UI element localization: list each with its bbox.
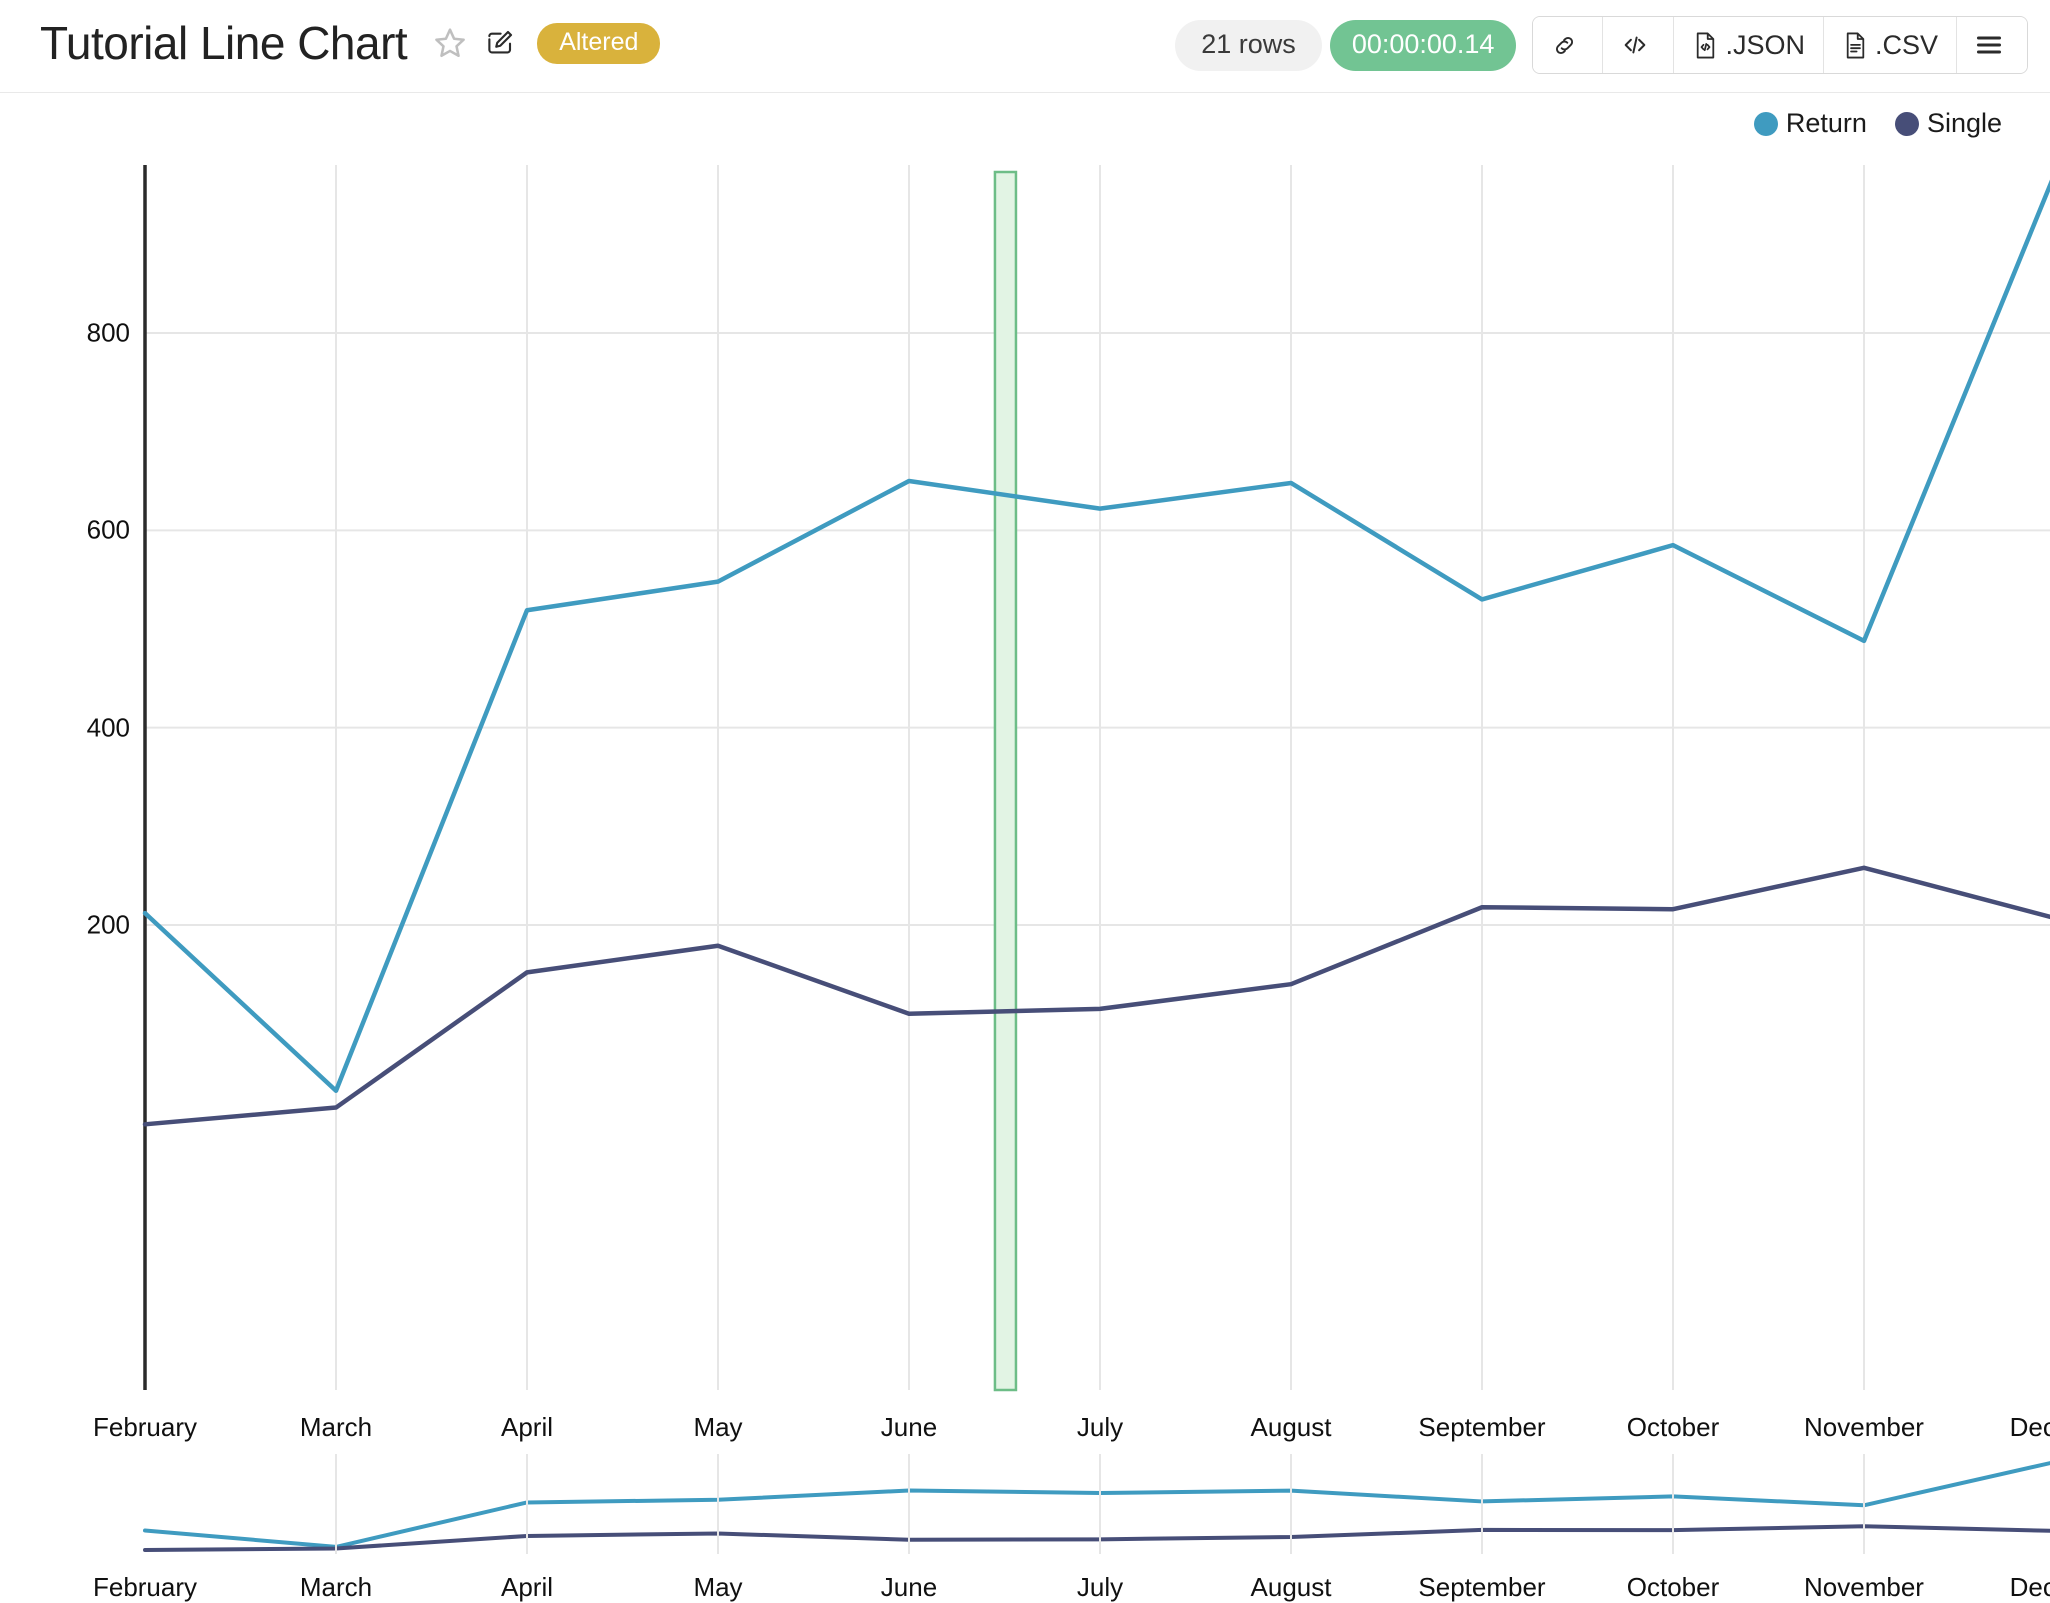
x-axis-tick-label: August (1250, 1412, 1332, 1442)
legend-item-return[interactable]: Return (1753, 108, 1867, 139)
x-axis-tick-label: March (299, 1412, 373, 1442)
x-axis-tick-label: July (1076, 1412, 1124, 1442)
chart-gridlines (145, 165, 2050, 1390)
brush-x-axis-tick-label: May (693, 1572, 743, 1602)
brush-x-axis-tick-label: October (1626, 1572, 1720, 1602)
line-chart-plot[interactable] (0, 92, 2050, 1598)
page-title: Tutorial Line Chart (40, 17, 408, 69)
brush-x-axis-tick-label: November (1804, 1572, 1924, 1602)
embed-code-button[interactable] (1603, 17, 1675, 73)
brush-x-axis-tick-label: April (500, 1572, 554, 1602)
star-icon[interactable] (433, 26, 467, 60)
json-file-icon (1692, 31, 1719, 60)
y-axis-tick-label: 600 (86, 514, 130, 545)
status-badge: Altered (537, 22, 661, 64)
link-chain-icon (1551, 32, 1578, 59)
export-csv-button[interactable]: .CSV (1823, 17, 1957, 73)
brush-x-axis-tick-label: July (1076, 1572, 1124, 1602)
x-axis-tick-label: April (500, 1412, 554, 1442)
brush-x-axis-tick-label: June (880, 1572, 938, 1602)
row-count-chip: 21 rows (1175, 19, 1322, 71)
series-line-single[interactable] (142, 865, 2050, 1127)
selection-band (993, 170, 1018, 1392)
code-brackets-icon (1621, 31, 1649, 59)
toolbar: 21 rows 00:00:00.14 (1175, 16, 2028, 74)
chart-container: Return Single February March April May June J… (0, 92, 2050, 1602)
x-axis-tick-label: Dece (2009, 1412, 2050, 1442)
legend-label-return: Return (1785, 108, 1867, 138)
brush-x-axis-tick-label: September (1418, 1572, 1546, 1602)
export-json-button[interactable]: .JSON (1674, 17, 1824, 73)
series-line-return[interactable] (142, 173, 2050, 1094)
share-link-button[interactable] (1533, 17, 1604, 73)
query-timer-chip: 00:00:00.14 (1329, 19, 1517, 71)
chart-legend: Return Single (1753, 108, 2002, 139)
toolbar-button-group: .JSON .CSV (1532, 16, 2028, 74)
export-json-label: .JSON (1725, 29, 1805, 60)
brush-x-axis-tick-label: March (299, 1572, 373, 1602)
y-axis-tick-label: 400 (86, 712, 130, 743)
x-axis-tick-label: October (1626, 1412, 1720, 1442)
legend-color-swatch (1753, 111, 1778, 136)
brush-x-axis-tick-label: Dece (2009, 1572, 2050, 1602)
x-axis-tick-label: June (880, 1412, 938, 1442)
brush-x-axis-tick-label: February (92, 1572, 198, 1602)
y-axis-tick-label: 800 (86, 317, 130, 348)
csv-file-icon (1842, 31, 1869, 60)
brush-series-line-single[interactable] (143, 1524, 2050, 1552)
selection-band-rect[interactable] (993, 170, 1018, 1392)
x-axis-tick-label: February (92, 1412, 198, 1442)
chart-series-lines (142, 173, 2050, 1127)
legend-color-swatch (1894, 111, 1919, 136)
title-group: Tutorial Line Chart Altered (40, 8, 661, 78)
x-axis-tick-label: May (693, 1412, 743, 1442)
legend-item-single[interactable]: Single (1894, 108, 2002, 139)
edit-pencil-icon[interactable] (485, 28, 515, 58)
x-axis-tick-label: November (1804, 1412, 1924, 1442)
export-csv-label: .CSV (1874, 29, 1938, 60)
app-header: Tutorial Line Chart Altered 21 rows 00:0… (0, 0, 2050, 93)
menu-button[interactable] (1957, 17, 2027, 73)
brush-series-lines (143, 1461, 2050, 1552)
brush-x-axis-tick-label: August (1250, 1572, 1332, 1602)
brush-gridlines (335, 1454, 1865, 1554)
hamburger-menu-icon (1975, 33, 2003, 57)
brush-series-line-return[interactable] (143, 1461, 2050, 1549)
y-axis-tick-label: 200 (86, 909, 130, 940)
x-axis-tick-label: September (1418, 1412, 1546, 1442)
legend-label-single: Single (1926, 108, 2002, 138)
